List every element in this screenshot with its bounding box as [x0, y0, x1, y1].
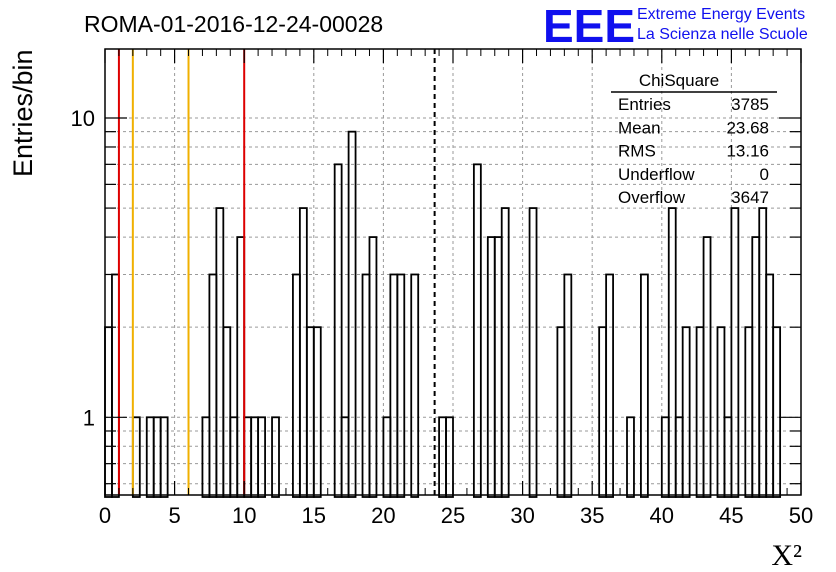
histogram-bin: [556, 326, 566, 498]
histogram-bin: [131, 416, 141, 498]
histogram-series: [104, 130, 782, 498]
plot-area: 0 5 10 15 20 25 30 35 40 45 50 1 10: [71, 48, 814, 528]
stats-row-label: Entries: [618, 95, 671, 114]
histogram-bin: [257, 416, 266, 498]
x-tick-label: 35: [580, 503, 604, 528]
x-tick-label: 50: [789, 503, 813, 528]
vertical-markers: [117, 49, 436, 495]
histogram-bin: [410, 273, 420, 498]
axis-ticks: [104, 49, 802, 495]
histogram-bin: [236, 236, 246, 498]
histogram-bin: [626, 416, 635, 498]
histogram-bin: [396, 273, 406, 498]
stats-row-value: 13.16: [726, 142, 769, 161]
logo-line2: La Scienza nelle Scuole: [637, 26, 808, 43]
run-title: ROMA-01-2016-12-24-00028: [84, 11, 383, 37]
histogram-bin: [472, 163, 482, 498]
stats-row-label: Mean: [618, 118, 661, 137]
histogram-bin: [243, 416, 253, 498]
histogram-bin: [674, 416, 684, 498]
histogram-bin: [695, 326, 705, 498]
y-axis-label: Entries/bin: [8, 49, 38, 177]
histogram-bin: [493, 236, 503, 498]
histogram-bin: [104, 326, 113, 498]
stats-row-value: 23.68: [726, 118, 769, 137]
x-tick-label: 0: [99, 503, 111, 528]
histogram-bin: [445, 416, 454, 498]
histogram-bin: [730, 207, 740, 498]
x-axis-label: X²: [771, 539, 802, 572]
histogram-bin: [605, 273, 614, 498]
histogram-bin: [723, 416, 733, 498]
histogram-bin: [298, 207, 308, 498]
histogram-bin: [312, 326, 322, 498]
stats-row-value: 3647: [731, 188, 769, 207]
histogram-bin: [702, 236, 712, 498]
x-tick-label: 15: [302, 503, 326, 528]
stats-row-value: 0: [760, 165, 769, 184]
histogram-bin: [640, 273, 649, 498]
y-tick-label: 10: [71, 106, 95, 131]
histogram-bin: [222, 326, 232, 498]
histogram-bin: [201, 416, 211, 498]
stats-row-label: Overflow: [618, 188, 686, 207]
stats-row-label: Underflow: [618, 165, 695, 184]
x-tick-label: 10: [232, 503, 256, 528]
histogram-bin: [145, 416, 155, 498]
histogram-bin: [382, 416, 392, 498]
x-tick-label: 30: [510, 503, 534, 528]
x-tick-label: 45: [719, 503, 743, 528]
histogram-bin: [347, 130, 357, 498]
stats-row-value: 3785: [731, 95, 769, 114]
logo-line1: Extreme Energy Events: [637, 6, 805, 23]
histogram-bin: [500, 207, 510, 498]
histogram-bin: [305, 326, 315, 498]
histogram-bin: [772, 326, 782, 498]
stats-rows: Entries 3785 Mean 23.68 RMS 13.16 Underflow 0 Ov…: [618, 95, 769, 207]
x-tick-label: 40: [650, 503, 674, 528]
histogram-bin: [250, 416, 260, 498]
eee-logo: EEE Extreme Energy Events La Scienza nel…: [543, 0, 808, 52]
tick-labels: 0 5 10 15 20 25 30 35 40 45 50 1 10: [71, 106, 814, 528]
stats-box: ChiSquare Entries 3785 Mean 23.68 RMS 13.16 Un…: [611, 71, 777, 207]
histogram-bin: [159, 416, 169, 498]
logo-mark: EEE: [543, 0, 635, 52]
stats-title: ChiSquare: [639, 71, 719, 90]
stats-row-label: RMS: [618, 142, 656, 161]
histogram-bin: [598, 326, 608, 498]
histogram-bin: [528, 207, 538, 498]
histogram-bin: [333, 163, 343, 498]
histogram-bin: [368, 236, 378, 498]
histogram-bin: [271, 416, 280, 498]
x-tick-label: 20: [371, 503, 395, 528]
histogram-bin: [340, 416, 350, 498]
histogram-bin: [744, 326, 754, 498]
histogram-bin: [486, 236, 496, 498]
histogram-bin: [758, 207, 768, 498]
histogram-bin: [716, 326, 726, 498]
histogram-bin: [660, 416, 670, 498]
histogram-bin: [215, 207, 225, 498]
histogram-bin: [229, 416, 239, 498]
histogram-bin: [152, 416, 162, 498]
x-tick-label: 5: [168, 503, 180, 528]
histogram-bin: [667, 207, 677, 498]
x-tick-label: 25: [441, 503, 465, 528]
histogram-bin: [681, 326, 691, 498]
histogram-bin: [563, 273, 573, 498]
histogram-bin: [751, 236, 761, 498]
histogram-bin: [438, 416, 447, 498]
y-tick-label: 1: [83, 405, 95, 430]
